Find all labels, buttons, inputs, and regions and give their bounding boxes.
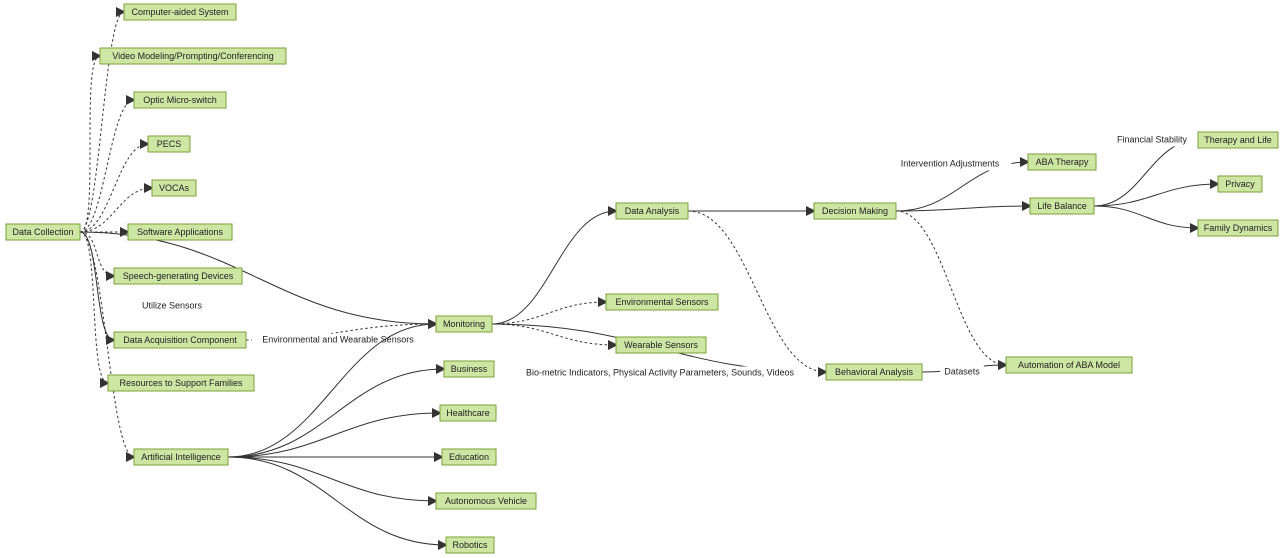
- node-label: Privacy: [1225, 179, 1255, 189]
- node-data_analysis: Data Analysis: [616, 203, 688, 219]
- node-sgd: Speech-generating Devices: [114, 268, 242, 284]
- edge-ai-robotics: [228, 457, 446, 545]
- node-ai: Artificial Intelligence: [134, 449, 228, 465]
- edge-data_analysis-ba: [688, 211, 826, 372]
- edge-data_collection-optic: [80, 100, 134, 232]
- node-label: Education: [449, 452, 489, 462]
- edge-label-ba-automation: Datasets: [944, 366, 980, 376]
- node-label: Business: [451, 364, 488, 374]
- node-label: Monitoring: [443, 319, 485, 329]
- node-automation: Automation of ABA Model: [1006, 357, 1132, 373]
- node-label: Data Analysis: [625, 206, 680, 216]
- node-label: Speech-generating Devices: [123, 271, 234, 281]
- edge-ai-business: [228, 369, 444, 457]
- edge-label-decision-aba_therapy: Intervention Adjustments: [901, 158, 1000, 168]
- node-ba: Behavioral Analysis: [826, 364, 922, 380]
- node-label: Robotics: [452, 540, 488, 550]
- node-robotics: Robotics: [446, 537, 494, 553]
- node-label: Decision Making: [822, 206, 888, 216]
- node-label: Therapy and Life: [1204, 135, 1272, 145]
- node-therapy_life: Therapy and Life: [1198, 132, 1278, 148]
- node-env_sensors: Environmental Sensors: [606, 294, 718, 310]
- node-education: Education: [442, 449, 496, 465]
- node-software: Software Applications: [128, 224, 232, 240]
- node-video_mod: Video Modeling/Prompting/Conferencing: [100, 48, 286, 64]
- diagram-container: Utilize SensorsEnvironmental and Wearabl…: [0, 0, 1280, 558]
- node-label: Family Dynamics: [1204, 223, 1273, 233]
- node-label: PECS: [157, 139, 182, 149]
- diagram-svg: Utilize SensorsEnvironmental and Wearabl…: [0, 0, 1280, 558]
- node-monitoring: Monitoring: [436, 316, 492, 332]
- node-label: Autonomous Vehicle: [445, 496, 527, 506]
- node-label: Optic Micro-switch: [143, 95, 217, 105]
- edge-data_collection-dac: [80, 232, 114, 340]
- node-label: Automation of ABA Model: [1018, 360, 1120, 370]
- edges: Utilize SensorsEnvironmental and Wearabl…: [80, 12, 1218, 545]
- node-label: Healthcare: [446, 408, 490, 418]
- edge-data_collection-cas: [80, 12, 124, 232]
- edge-life_balance-family_dyn: [1094, 206, 1198, 228]
- edge-label-data_collection-monitoring: Utilize Sensors: [142, 300, 203, 310]
- edge-data_collection-resources: [80, 232, 108, 383]
- node-resources: Resources to Support Families: [108, 375, 254, 391]
- node-wear_sensors: Wearable Sensors: [616, 337, 706, 353]
- edge-data_collection-sgd: [80, 232, 114, 276]
- node-auton_vehicle: Autonomous Vehicle: [436, 493, 536, 509]
- edge-life_balance-therapy_life: [1094, 140, 1198, 206]
- node-privacy: Privacy: [1218, 176, 1262, 192]
- node-healthcare: Healthcare: [440, 405, 496, 421]
- node-aba_therapy: ABA Therapy: [1028, 154, 1096, 170]
- node-cas: Computer-aided System: [124, 4, 236, 20]
- edge-monitoring-env_sensors: [492, 302, 606, 324]
- node-label: Software Applications: [137, 227, 224, 237]
- node-label: Behavioral Analysis: [835, 367, 914, 377]
- node-label: Artificial Intelligence: [141, 452, 221, 462]
- node-label: Data Acquisition Component: [123, 335, 237, 345]
- node-label: VOCAs: [159, 183, 190, 193]
- edge-life_balance-privacy: [1094, 184, 1218, 206]
- node-family_dyn: Family Dynamics: [1198, 220, 1278, 236]
- edge-data_collection-video_mod: [80, 56, 100, 232]
- edge-data_collection-pecs: [80, 144, 148, 232]
- node-label: Data Collection: [12, 227, 73, 237]
- edge-label-monitoring-ba: Bio-metric Indicators, Physical Activity…: [526, 367, 794, 377]
- edge-ai-healthcare: [228, 413, 440, 457]
- node-pecs: PECS: [148, 136, 190, 152]
- node-label: Wearable Sensors: [624, 340, 698, 350]
- node-label: Video Modeling/Prompting/Conferencing: [112, 51, 273, 61]
- edge-decision-automation: [896, 211, 1006, 365]
- node-vocas: VOCAs: [152, 180, 196, 196]
- edge-ai-auton_vehicle: [228, 457, 436, 501]
- node-decision: Decision Making: [814, 203, 896, 219]
- node-label: Life Balance: [1037, 201, 1087, 211]
- edge-label-life_balance-therapy_life: Financial Stability: [1117, 134, 1188, 144]
- node-label: Environmental Sensors: [615, 297, 709, 307]
- node-label: ABA Therapy: [1036, 157, 1089, 167]
- node-dac: Data Acquisition Component: [114, 332, 246, 348]
- node-business: Business: [444, 361, 494, 377]
- node-life_balance: Life Balance: [1030, 198, 1094, 214]
- node-label: Computer-aided System: [131, 7, 228, 17]
- node-data_collection: Data Collection: [6, 224, 80, 240]
- node-label: Resources to Support Families: [119, 378, 243, 388]
- node-optic: Optic Micro-switch: [134, 92, 226, 108]
- nodes: Data Collection Computer-aided System Vide…: [6, 4, 1278, 553]
- edge-monitoring-data_analysis: [492, 211, 616, 324]
